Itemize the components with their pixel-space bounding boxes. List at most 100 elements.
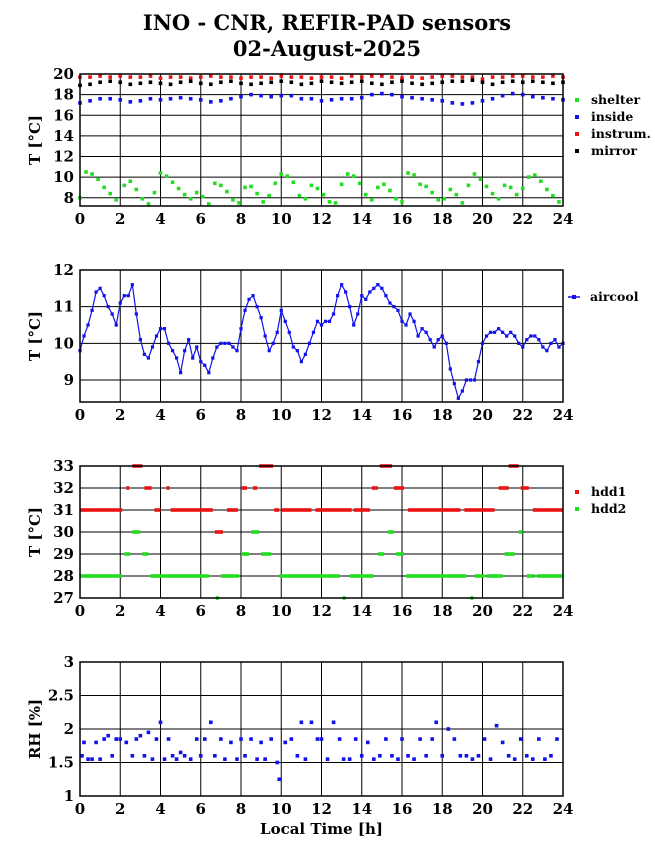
legend-marker bbox=[575, 98, 579, 102]
data-point bbox=[209, 720, 213, 725]
data-point bbox=[424, 754, 428, 758]
data-point bbox=[333, 201, 338, 205]
data-point bbox=[209, 82, 213, 87]
data-point bbox=[128, 179, 133, 184]
data-point bbox=[315, 737, 320, 741]
data-point bbox=[408, 312, 412, 316]
data-point bbox=[440, 754, 445, 758]
legend-marker bbox=[575, 149, 579, 153]
data-point bbox=[138, 75, 143, 79]
data-point bbox=[492, 330, 497, 334]
data-point bbox=[239, 327, 243, 331]
data-point bbox=[329, 97, 334, 102]
data-point bbox=[118, 74, 123, 78]
data-point bbox=[400, 319, 404, 323]
data-point bbox=[368, 290, 372, 294]
data-point bbox=[134, 737, 139, 741]
y-tick-label: 27 bbox=[53, 589, 74, 607]
data-point bbox=[464, 378, 468, 382]
data-point bbox=[359, 79, 364, 84]
data-point bbox=[277, 777, 282, 782]
data-mark bbox=[132, 530, 141, 534]
data-point bbox=[198, 97, 203, 102]
data-point bbox=[299, 720, 304, 725]
data-point bbox=[118, 737, 123, 741]
x-tick-label: 22 bbox=[512, 210, 533, 228]
x-tick-label: 4 bbox=[155, 602, 165, 620]
data-point bbox=[440, 99, 445, 103]
data-mark bbox=[532, 508, 563, 512]
data-mark bbox=[395, 552, 405, 556]
data-point bbox=[261, 200, 265, 204]
data-point bbox=[430, 81, 434, 86]
data-point bbox=[235, 757, 239, 761]
data-mark bbox=[464, 508, 495, 512]
x-tick-label: 16 bbox=[392, 800, 413, 818]
data-point bbox=[510, 91, 515, 96]
data-point bbox=[549, 754, 553, 758]
data-point bbox=[430, 190, 434, 195]
data-point bbox=[319, 79, 324, 84]
data-point bbox=[378, 754, 382, 758]
data-point bbox=[348, 305, 352, 309]
data-point bbox=[430, 97, 434, 102]
data-mark bbox=[498, 486, 509, 490]
x-tick-label: 2 bbox=[115, 406, 125, 424]
data-point bbox=[364, 297, 368, 301]
data-point bbox=[154, 334, 159, 338]
data-point bbox=[255, 191, 259, 196]
data-point bbox=[219, 737, 223, 741]
y-tick-label: 9 bbox=[64, 371, 74, 389]
x-tick-label: 6 bbox=[196, 406, 206, 424]
data-point bbox=[223, 757, 227, 761]
x-tick-label: 24 bbox=[553, 602, 574, 620]
data-point bbox=[168, 82, 173, 87]
data-point bbox=[470, 78, 475, 82]
data-point bbox=[551, 81, 555, 86]
data-point bbox=[182, 192, 187, 197]
data-mark bbox=[261, 552, 272, 556]
data-point bbox=[182, 754, 187, 758]
data-point bbox=[380, 91, 384, 96]
plot-frame bbox=[79, 465, 564, 599]
x-tick-label: 8 bbox=[236, 210, 246, 228]
data-point bbox=[406, 754, 410, 758]
data-point bbox=[460, 79, 465, 84]
data-point bbox=[219, 99, 223, 103]
data-point bbox=[146, 356, 151, 360]
data-point bbox=[269, 94, 273, 99]
data-point bbox=[118, 80, 123, 85]
data-point bbox=[557, 200, 561, 204]
data-point bbox=[98, 96, 102, 101]
data-point bbox=[543, 757, 547, 761]
series-instrum. bbox=[78, 74, 565, 81]
y-axis-label: T [°C] bbox=[26, 115, 44, 165]
x-tick-label: 0 bbox=[75, 406, 85, 424]
data-point bbox=[434, 720, 439, 725]
data-point bbox=[388, 188, 392, 193]
data-point bbox=[309, 183, 314, 188]
data-point bbox=[549, 341, 553, 345]
data-point bbox=[170, 180, 175, 185]
y-tick-label: 10 bbox=[53, 168, 74, 186]
data-point bbox=[299, 75, 304, 79]
data-mark bbox=[315, 508, 352, 512]
data-mark bbox=[387, 530, 394, 534]
data-point bbox=[142, 754, 147, 758]
data-mark bbox=[406, 574, 467, 578]
data-point bbox=[420, 327, 424, 331]
data-point bbox=[440, 74, 445, 78]
legend-label: hdd2 bbox=[591, 501, 626, 516]
y-tick-label: 3 bbox=[64, 653, 74, 671]
data-point bbox=[187, 338, 191, 342]
data-point bbox=[370, 198, 374, 202]
x-tick-label: 8 bbox=[236, 406, 246, 424]
data-point bbox=[336, 294, 340, 298]
data-point bbox=[102, 185, 106, 190]
data-point bbox=[148, 80, 153, 85]
legend-label: mirror bbox=[591, 143, 637, 158]
legend-marker bbox=[575, 507, 579, 511]
data-point bbox=[219, 80, 223, 85]
y-tick-label: 12 bbox=[53, 261, 74, 279]
legend-item: hdd2 bbox=[575, 501, 626, 516]
